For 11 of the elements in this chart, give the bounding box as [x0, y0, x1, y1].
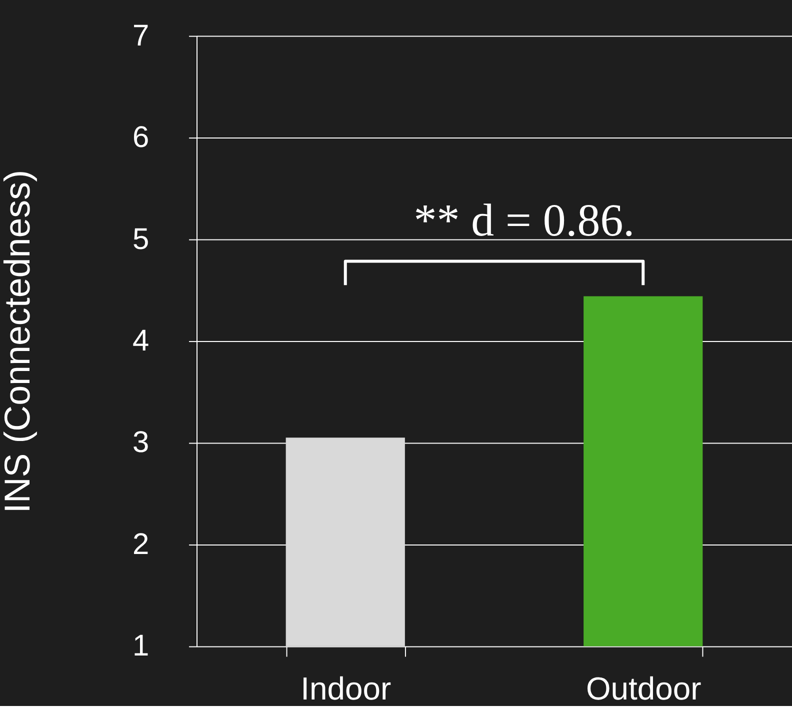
- y-tick-label: 5: [132, 222, 150, 256]
- x-tick-label: Outdoor: [586, 670, 702, 707]
- x-tick-label: Indoor: [300, 670, 392, 707]
- y-tick-label: 7: [132, 19, 150, 52]
- y-tick-label: 4: [132, 324, 150, 358]
- y-tick-label: 6: [132, 121, 150, 154]
- y-axis-title: INS (Connectedness): [0, 170, 38, 514]
- annotation: ** d = 0.86.: [414, 194, 635, 246]
- y-tick-label: 2: [132, 528, 150, 561]
- y-tick-label: 1: [132, 630, 150, 663]
- y-tick-label: 3: [132, 426, 150, 460]
